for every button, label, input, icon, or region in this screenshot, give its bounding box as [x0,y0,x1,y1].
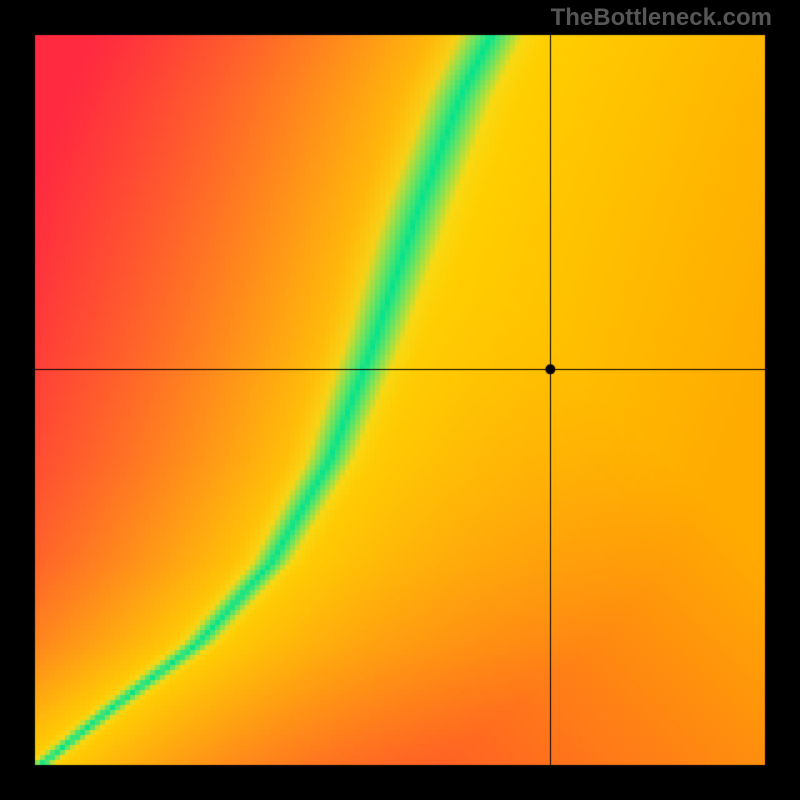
heatmap-canvas [0,0,800,800]
chart-container: TheBottleneck.com [0,0,800,800]
watermark-text: TheBottleneck.com [551,4,772,32]
